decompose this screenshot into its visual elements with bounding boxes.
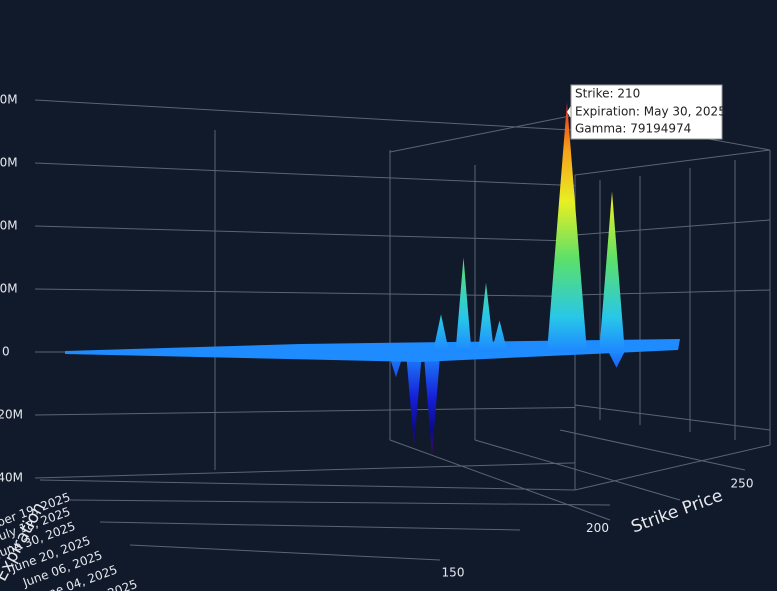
gamma-spike [547, 102, 587, 353]
z-tick-label: 80M [0, 93, 18, 107]
z-tick-label: -20M [0, 408, 23, 422]
gamma-spike [599, 191, 625, 352]
gamma-spike [423, 352, 441, 456]
tooltip: Strike: 210 Expiration: May 30, 2025 Gam… [567, 84, 726, 140]
x-tick-label: 250 [731, 477, 754, 491]
gamma-spike [478, 282, 494, 352]
z-tick-label: 20M [0, 282, 18, 296]
gamma-spike [491, 320, 508, 352]
gamma-spike [406, 352, 422, 447]
tooltip-line: Strike: 210 [575, 87, 640, 101]
tooltip-line: Expiration: May 30, 2025 [575, 105, 726, 119]
gamma-spike [433, 314, 449, 352]
z-tick-label: -40M [0, 471, 23, 485]
z-tick-label: 0 [2, 345, 10, 359]
x-tick-label: 150 [442, 566, 465, 580]
grid-line [34, 462, 576, 479]
x-tick-label: 200 [586, 521, 609, 535]
box-frame [39, 114, 771, 561]
tooltip-box [570, 84, 723, 140]
gamma-spike [608, 352, 625, 368]
tooltip-line: Gamma: 79194974 [575, 122, 691, 136]
x-axis-title: Strike Price [629, 486, 726, 538]
z-tick-label: 40M [0, 219, 18, 233]
grid-line [34, 288, 576, 298]
grid-line [34, 162, 576, 187]
z-tick-label: 60M [0, 156, 18, 170]
grid-line [34, 99, 576, 131]
surface-plane [65, 339, 680, 362]
grid-line [34, 225, 576, 242]
grid-line [34, 406, 576, 416]
gamma-spike [455, 257, 472, 352]
